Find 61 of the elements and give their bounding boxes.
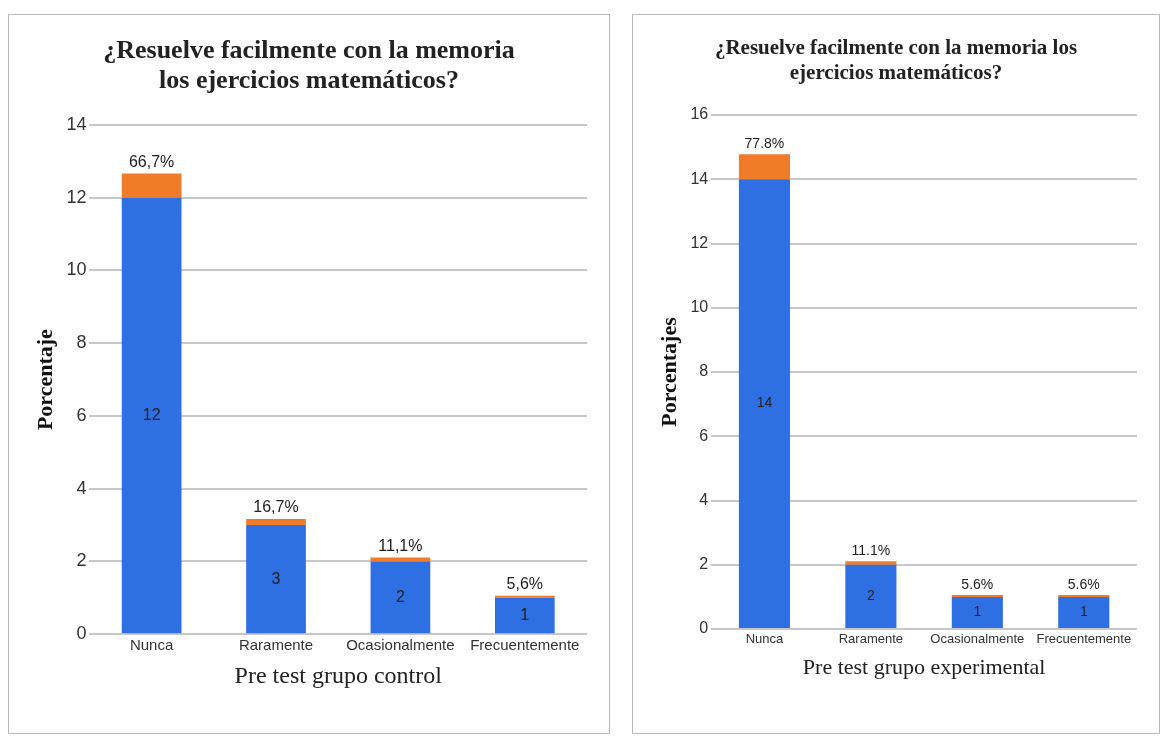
y-tick-label: 14 bbox=[690, 169, 709, 187]
y-tick-label: 10 bbox=[690, 298, 709, 316]
data-label: 5.6% bbox=[961, 575, 994, 592]
y-tick-label: 8 bbox=[76, 332, 87, 353]
bar bbox=[951, 596, 1003, 628]
x-tick-label: Ocasionalmente bbox=[346, 636, 455, 654]
data-label: 1 bbox=[1079, 603, 1088, 620]
y-tick-label: 2 bbox=[76, 550, 87, 571]
y-tick-label: 0 bbox=[699, 619, 709, 637]
x-tick-label: Frecuentemente bbox=[470, 636, 580, 654]
x-axis-title: Pre test grupo experimental bbox=[802, 653, 1046, 679]
y-tick-label: 2 bbox=[699, 555, 709, 573]
data-label: 1 bbox=[520, 605, 530, 623]
bar bbox=[738, 179, 790, 628]
x-tick-label: Ocasionalmente bbox=[930, 631, 1025, 647]
x-axis-title: Pre test grupo control bbox=[234, 661, 443, 688]
y-axis-title: Porcentaje bbox=[31, 328, 57, 431]
y-tick-label: 16 bbox=[690, 105, 709, 123]
data-label: 66,7% bbox=[128, 152, 175, 170]
bar bbox=[738, 154, 790, 180]
data-label: 11,1% bbox=[378, 536, 423, 554]
x-tick-label: Nunca bbox=[745, 631, 784, 647]
bar bbox=[121, 173, 182, 198]
data-label: 12 bbox=[142, 405, 161, 423]
y-tick-label: 0 bbox=[76, 623, 87, 644]
data-label: 14 bbox=[756, 394, 773, 411]
data-label: 77.8% bbox=[744, 135, 785, 152]
y-tick-label: 10 bbox=[66, 259, 87, 280]
bar bbox=[494, 595, 555, 598]
data-label: 1 bbox=[973, 603, 982, 620]
bar bbox=[845, 561, 897, 565]
y-axis-title: Porcentajes bbox=[655, 316, 681, 427]
bar bbox=[370, 561, 431, 634]
bar bbox=[370, 557, 431, 562]
data-label: 16,7% bbox=[253, 498, 299, 516]
x-tick-label: Frecuentemente bbox=[1036, 631, 1132, 647]
data-label: 2 bbox=[866, 587, 875, 604]
y-tick-label: 8 bbox=[699, 362, 709, 380]
y-tick-label: 14 bbox=[66, 113, 87, 134]
y-tick-label: 12 bbox=[66, 186, 87, 207]
bar bbox=[1058, 596, 1110, 628]
data-label: 2 bbox=[395, 587, 405, 605]
bar bbox=[121, 197, 182, 634]
chart-title: ¿Resuelve facilmente con la memoria los ejercicios matemáticos? bbox=[713, 35, 1079, 85]
y-tick-label: 4 bbox=[76, 477, 87, 498]
x-tick-label: Raramente bbox=[238, 636, 314, 654]
x-tick-label: Raramente bbox=[838, 631, 904, 647]
x-tick-label: Nunca bbox=[129, 636, 174, 654]
data-label: 3 bbox=[271, 569, 281, 587]
bar bbox=[845, 564, 897, 628]
chart-title: ¿Resuelve facilmente con la memoria los ejercicios matemáticos? bbox=[102, 35, 516, 95]
data-label: 11.1% bbox=[851, 542, 891, 559]
bar bbox=[494, 597, 555, 634]
bar bbox=[246, 525, 306, 634]
y-tick-label: 12 bbox=[690, 233, 709, 251]
data-label: 5,6% bbox=[506, 575, 544, 593]
y-tick-label: 6 bbox=[76, 404, 87, 425]
bar bbox=[246, 519, 306, 526]
y-tick-label: 6 bbox=[699, 426, 709, 444]
data-label: 5.6% bbox=[1067, 575, 1100, 592]
y-tick-label: 4 bbox=[699, 490, 709, 508]
